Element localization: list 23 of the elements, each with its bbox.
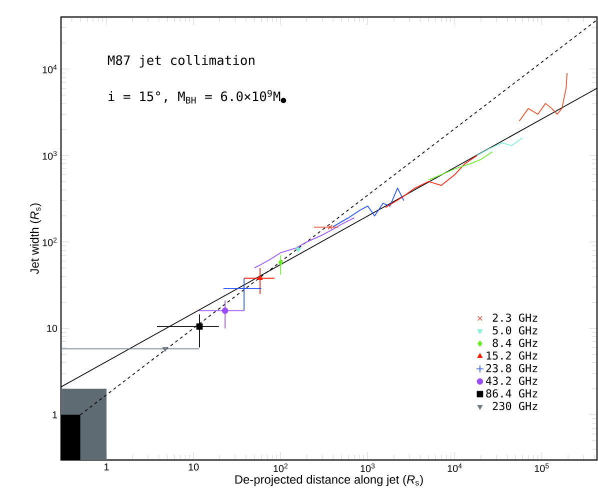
legend-label: 15.2 GHz xyxy=(486,351,538,360)
y-tick-label: 10 xyxy=(47,324,58,332)
annotation: i = 15°, M$_{BH}$ = 6.0×10$^{9}$M$_{●}$ xyxy=(108,90,286,104)
x-axis-title: De-projected distance along jet (R$_{s}$) xyxy=(235,474,423,486)
legend-label: 230 GHz xyxy=(492,402,538,410)
x-tick-label: 10$^{2}$ xyxy=(274,464,288,472)
x-tick-label: 10$^{4}$ xyxy=(448,464,462,472)
y-tick-label: 10$^{3}$ xyxy=(42,151,57,160)
legend-label: 5.0 GHz xyxy=(492,326,538,334)
y-tick-label: 10$^{4}$ xyxy=(42,64,57,74)
legend-label: 2.3 GHz xyxy=(492,314,538,322)
y-tick-label: 10$^{2}$ xyxy=(42,238,57,246)
legend-label: 23.8 GHz xyxy=(486,364,538,372)
x-tick-label: 10 xyxy=(188,464,199,471)
annotation: M87 jet collimation xyxy=(108,54,254,68)
y-tick-label: 1 xyxy=(52,411,57,418)
legend-label: 8.4 GHz xyxy=(492,338,538,348)
x-tick-label: 1 xyxy=(104,464,109,470)
legend-label: 86.4 GHz xyxy=(486,389,538,398)
legend-label: 43.2 GHz xyxy=(486,376,538,385)
y-axis-title: Jet width (R$_{s}$) xyxy=(30,203,42,274)
x-tick-label: 10$^{3}$ xyxy=(360,464,375,472)
x-tick-label: 10$^{5}$ xyxy=(534,464,549,472)
